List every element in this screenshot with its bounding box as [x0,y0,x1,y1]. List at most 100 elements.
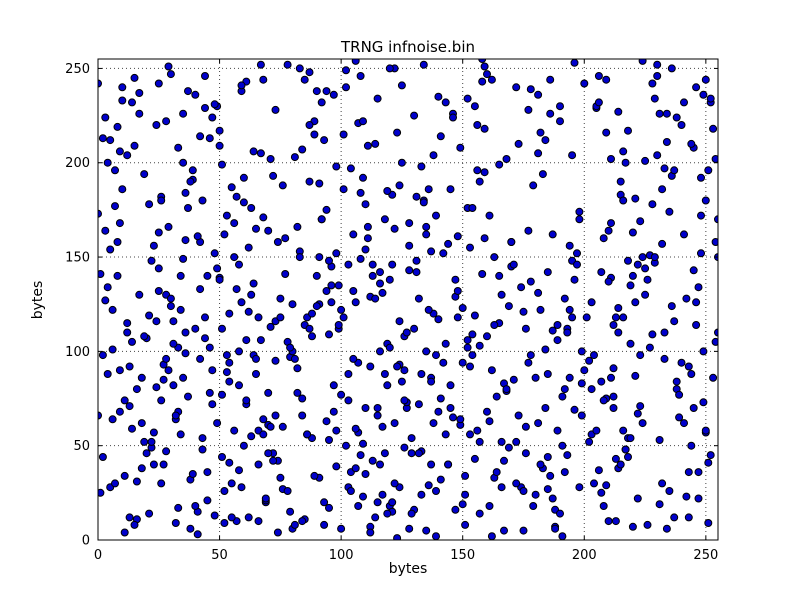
data-point [220,230,229,239]
data-point [560,468,569,477]
data-point [244,307,253,316]
data-point [526,277,535,286]
data-point [247,290,256,299]
data-point [266,155,275,163]
data-point [419,60,428,69]
x-axis-label: bytes [388,561,428,577]
data-point [626,281,635,290]
data-point [495,160,504,169]
data-point [468,204,477,212]
data-point [145,509,154,518]
data-point [439,249,448,258]
data-point [483,407,491,416]
data-point [166,302,175,311]
data-point [614,107,623,116]
data-point [650,253,659,262]
data-point [660,328,669,337]
data-point [592,426,601,435]
data-point [422,230,431,239]
data-point [463,94,472,103]
data-point [568,313,577,322]
data-point [230,426,239,435]
data-point [580,366,589,375]
data-point [541,404,550,412]
data-point [111,202,119,211]
data-point [356,188,365,197]
data-point [599,234,608,243]
data-point [293,388,302,397]
data-point [475,177,484,186]
data-point [166,70,175,79]
data-point [604,277,613,286]
data-point [276,313,285,322]
data-point [101,113,110,122]
data-point [461,520,470,529]
data-point [140,332,149,341]
data-point [524,358,533,367]
data-point [444,460,453,469]
data-point [692,321,701,329]
data-point [339,313,348,322]
data-point [205,343,214,352]
data-point [609,404,618,412]
data-point [682,294,691,303]
data-point [607,373,615,382]
data-point [541,136,550,145]
data-point [439,358,448,367]
data-point [254,460,263,469]
data-point [152,121,161,129]
data-point [101,296,110,305]
data-point [181,328,190,337]
data-point [239,173,248,182]
data-point [322,205,331,214]
data-point [334,281,343,290]
data-point [397,81,406,90]
data-point [453,232,462,241]
data-point [344,260,353,269]
data-point [295,253,304,262]
data-point [142,449,151,458]
data-point [149,460,158,469]
data-point [546,75,555,84]
data-point [308,309,316,318]
data-point [543,268,552,277]
data-point [235,347,243,356]
data-point [98,134,107,143]
data-point [470,311,479,320]
data-point [334,321,343,329]
data-point [653,72,662,80]
data-point [378,422,387,431]
data-point [264,449,273,458]
data-point [475,341,484,350]
data-point [130,141,139,150]
data-point [193,530,202,539]
data-point [283,487,292,495]
data-point [342,441,350,450]
data-point [256,336,265,345]
data-point [694,283,703,292]
data-point [261,494,270,503]
data-point [509,260,518,269]
data-point [164,222,173,231]
data-point [684,513,693,522]
data-point [361,245,370,254]
data-point [487,366,496,375]
data-point [466,362,474,371]
data-point [548,230,557,239]
data-point [303,430,312,439]
data-point [373,404,382,412]
data-point [273,528,282,537]
data-point [393,534,402,540]
data-point [339,185,348,194]
data-point [628,228,637,237]
data-point [422,222,431,231]
data-point [154,79,163,88]
data-point [580,79,589,88]
data-point [181,188,190,197]
data-point [517,283,526,292]
data-point [653,151,662,160]
data-point [349,230,358,239]
data-point [414,400,423,409]
data-point [98,488,105,497]
data-point [619,196,628,205]
